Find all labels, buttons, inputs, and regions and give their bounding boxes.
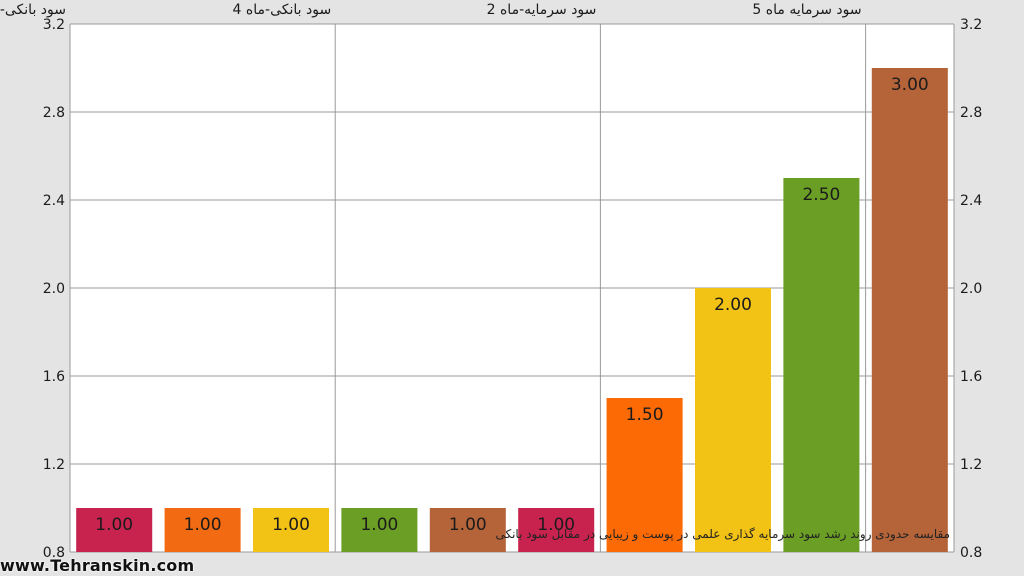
right-tick-label: 2.0 [960, 281, 982, 297]
value-labels: 1.00 1.00 1.00 1.00 1.00 1.00 1.50 2.00 2.50 3.00 [95, 75, 928, 535]
bar [252, 508, 330, 552]
right-tick-label: 3.2 [960, 17, 982, 33]
watermark-text: www.Tehranskin.com [0, 556, 195, 575]
bar [871, 68, 948, 552]
left-tick-label: 1.2 [43, 457, 65, 473]
right-tick-label: 1.6 [960, 369, 982, 385]
left-tick-label: 3.2 [43, 17, 65, 33]
top-category-label: سود سرمایه ماه 5 [752, 2, 861, 18]
bar-value-label: 3.00 [891, 75, 929, 95]
top-labels: سود بانکی-ماه 1 سود بانکی-ماه 4 سود سرمایه… [0, 2, 862, 18]
left-tick-label: 2.0 [43, 281, 65, 297]
bar-value-label: 1.00 [449, 515, 487, 535]
right-tick-label: 2.8 [960, 105, 982, 121]
bar-value-label: 1.00 [95, 515, 133, 535]
top-category-label: سود سرمایه-ماه 2 [487, 2, 597, 18]
bar [783, 178, 860, 552]
gridlines [69, 23, 955, 553]
left-tick-label: 2.4 [43, 193, 65, 209]
chart-caption: مقایسه حدودی روند رشد سود سرمایه گذاری ع… [495, 527, 950, 541]
bar-value-label: 1.00 [360, 515, 398, 535]
bar-value-label: 1.50 [626, 405, 664, 425]
bar [606, 398, 683, 552]
right-axis-ticks: 0.8 1.2 1.6 2.0 2.4 2.8 3.2 [960, 17, 982, 561]
top-category-label: سود بانکی-ماه 1 [0, 2, 66, 18]
bar [164, 508, 241, 552]
bar-value-label: 1.00 [272, 515, 310, 535]
left-axis-ticks: 0.8 1.2 1.6 2.0 2.4 2.8 3.2 [43, 17, 65, 561]
right-tick-label: 1.2 [960, 457, 982, 473]
bar [518, 508, 595, 552]
bar-value-label: 2.50 [802, 185, 840, 205]
left-tick-label: 2.8 [43, 105, 65, 121]
bar [429, 508, 506, 552]
bar [76, 508, 153, 552]
bar-value-label: 1.00 [537, 515, 575, 535]
bars [76, 68, 948, 552]
left-tick-label: 0.8 [43, 545, 65, 561]
top-category-label: سود بانکی-ماه 4 [233, 2, 332, 18]
left-tick-label: 1.6 [43, 369, 65, 385]
bar [341, 508, 418, 552]
right-tick-label: 0.8 [960, 545, 982, 561]
right-tick-label: 2.4 [960, 193, 982, 209]
bar [694, 288, 772, 552]
bar-value-label: 1.00 [184, 515, 222, 535]
bar-value-label: 2.00 [714, 295, 752, 315]
